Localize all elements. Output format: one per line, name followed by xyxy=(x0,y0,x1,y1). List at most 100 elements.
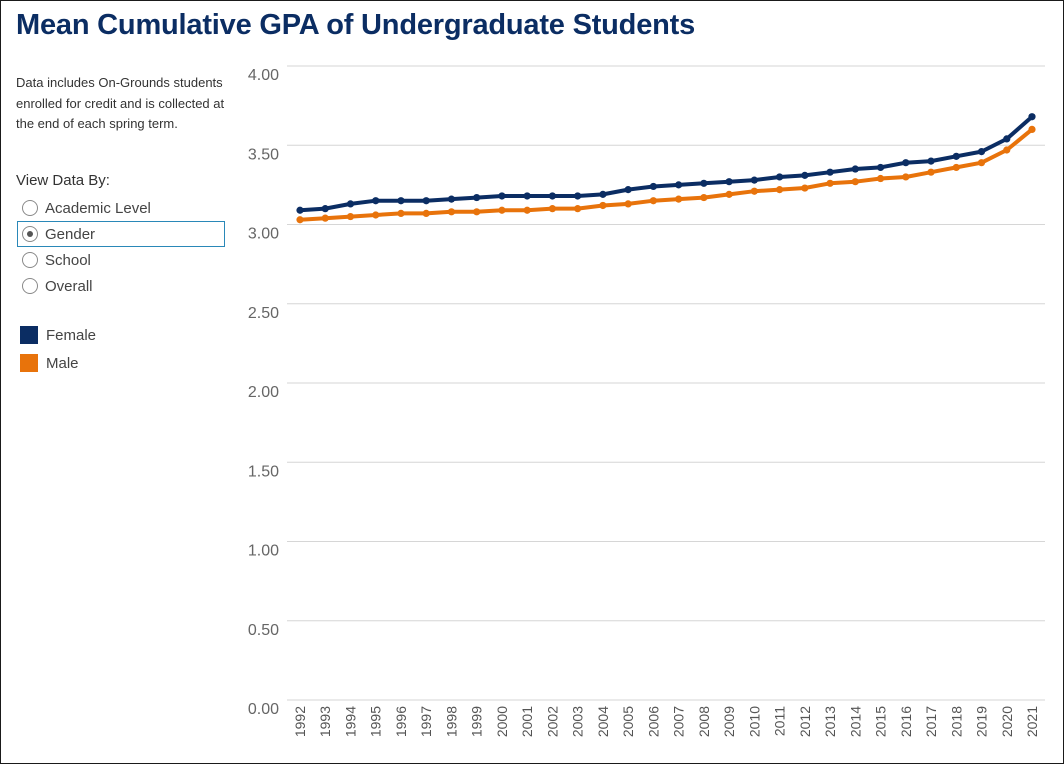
data-point-male[interactable] xyxy=(700,193,708,202)
y-tick-label: 0.00 xyxy=(248,701,279,718)
data-point-female[interactable] xyxy=(397,197,405,205)
x-tick-label: 2012 xyxy=(797,706,813,737)
data-point-male[interactable] xyxy=(447,208,456,216)
legend-label: Female xyxy=(46,326,97,344)
x-tick-label: 2020 xyxy=(999,706,1015,737)
data-point-male[interactable] xyxy=(574,205,582,213)
data-point-female[interactable] xyxy=(473,193,481,202)
y-tick-label: 1.00 xyxy=(248,543,279,560)
data-point-female[interactable] xyxy=(750,176,758,184)
data-point-female[interactable] xyxy=(851,165,859,173)
data-point-female[interactable] xyxy=(548,192,557,200)
x-tick-label: 1992 xyxy=(292,706,308,737)
data-point-female[interactable] xyxy=(372,197,380,205)
data-point-male[interactable] xyxy=(422,209,430,218)
data-point-female[interactable] xyxy=(700,179,708,187)
data-point-male[interactable] xyxy=(397,209,405,218)
x-tick-label: 1999 xyxy=(469,706,485,737)
radio-label: Overall xyxy=(45,277,93,295)
data-point-male[interactable] xyxy=(826,179,834,187)
data-point-female[interactable] xyxy=(725,178,733,186)
radio-school[interactable]: School xyxy=(17,247,225,273)
x-tick-label: 2016 xyxy=(898,706,914,737)
x-tick-label: 2017 xyxy=(923,706,939,737)
data-point-female[interactable] xyxy=(523,192,531,200)
data-point-male[interactable] xyxy=(1003,146,1011,154)
radio-button-icon[interactable] xyxy=(22,278,38,294)
radio-overall[interactable]: Overall xyxy=(17,273,225,299)
data-point-male[interactable] xyxy=(548,205,557,213)
data-point-male[interactable] xyxy=(952,163,960,172)
x-tick-label: 1994 xyxy=(342,706,358,737)
x-tick-label: 2015 xyxy=(873,706,889,737)
radio-button-icon[interactable] xyxy=(22,226,38,242)
data-point-male[interactable] xyxy=(321,214,329,222)
data-point-female[interactable] xyxy=(977,147,986,156)
data-point-female[interactable] xyxy=(346,200,355,208)
data-point-female[interactable] xyxy=(296,206,304,214)
data-point-male[interactable] xyxy=(624,200,632,208)
data-point-male[interactable] xyxy=(902,173,910,181)
data-point-male[interactable] xyxy=(675,195,683,203)
x-tick-label: 2018 xyxy=(948,706,964,737)
data-point-female[interactable] xyxy=(826,168,834,176)
data-point-male[interactable] xyxy=(725,190,733,198)
data-point-female[interactable] xyxy=(775,173,784,181)
data-point-female[interactable] xyxy=(801,171,809,179)
data-point-male[interactable] xyxy=(851,178,859,186)
radio-label: School xyxy=(45,251,91,269)
data-point-male[interactable] xyxy=(801,184,809,192)
data-point-female[interactable] xyxy=(447,195,456,203)
data-point-female[interactable] xyxy=(498,192,506,200)
view-data-by-label: View Data By: xyxy=(16,172,110,189)
data-point-male[interactable] xyxy=(372,211,380,219)
data-point-male[interactable] xyxy=(775,186,784,194)
x-tick-label: 2001 xyxy=(519,706,535,737)
data-point-female[interactable] xyxy=(321,205,329,213)
series-line-male xyxy=(298,127,1034,222)
data-point-female[interactable] xyxy=(599,190,607,198)
data-point-female[interactable] xyxy=(952,152,960,160)
radio-academic-level[interactable]: Academic Level xyxy=(17,195,225,221)
x-tick-label: 2003 xyxy=(570,706,586,737)
data-point-male[interactable] xyxy=(523,206,531,214)
data-point-male[interactable] xyxy=(750,187,758,195)
x-tick-label: 1993 xyxy=(317,706,333,737)
data-point-female[interactable] xyxy=(902,159,910,167)
data-point-female[interactable] xyxy=(876,163,885,172)
data-point-female[interactable] xyxy=(927,157,935,165)
data-point-female[interactable] xyxy=(574,192,582,200)
legend-swatch xyxy=(20,354,38,372)
data-point-male[interactable] xyxy=(296,216,304,224)
x-tick-label: 2010 xyxy=(746,706,762,737)
x-tick-label: 1997 xyxy=(418,706,434,737)
data-point-female[interactable] xyxy=(422,197,430,205)
y-tick-label: 3.00 xyxy=(248,226,279,243)
data-point-female[interactable] xyxy=(624,186,632,194)
radio-button-icon[interactable] xyxy=(22,200,38,216)
data-point-female[interactable] xyxy=(1003,135,1011,143)
data-point-male[interactable] xyxy=(473,208,481,216)
view-data-radio-group: Academic Level Gender School Overall xyxy=(17,195,225,299)
data-point-male[interactable] xyxy=(876,174,885,183)
data-point-male[interactable] xyxy=(498,206,506,214)
data-point-male[interactable] xyxy=(649,197,657,205)
data-point-male[interactable] xyxy=(977,159,986,167)
data-point-female[interactable] xyxy=(675,181,683,189)
data-point-male[interactable] xyxy=(346,212,355,221)
data-point-male[interactable] xyxy=(1028,125,1036,133)
y-tick-label: 2.00 xyxy=(248,384,279,401)
page-title: Mean Cumulative GPA of Undergraduate Stu… xyxy=(16,9,696,41)
data-point-male[interactable] xyxy=(599,201,607,210)
data-point-female[interactable] xyxy=(1028,113,1036,121)
data-point-male[interactable] xyxy=(927,168,935,176)
legend-item-female[interactable]: Female xyxy=(20,321,96,349)
radio-button-icon[interactable] xyxy=(22,252,38,268)
x-tick-label: 2004 xyxy=(595,706,611,737)
x-tick-label: 1996 xyxy=(393,706,409,737)
legend-item-male[interactable]: Male xyxy=(20,349,96,377)
legend-swatch xyxy=(20,326,38,344)
data-point-female[interactable] xyxy=(649,182,657,191)
radio-gender[interactable]: Gender xyxy=(17,221,225,247)
